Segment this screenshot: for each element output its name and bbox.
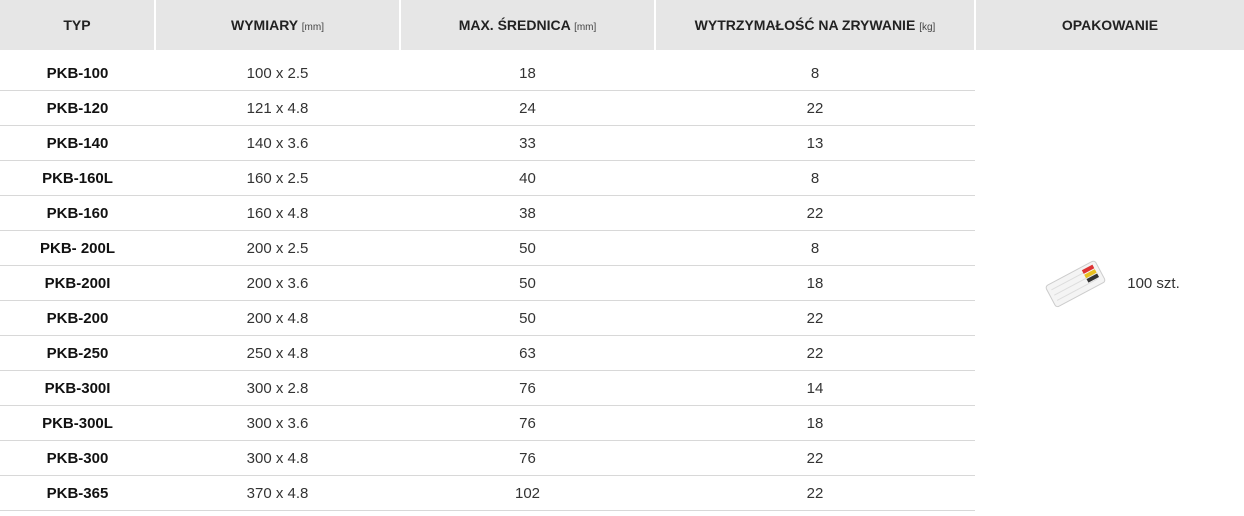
- value-cell: 76: [400, 406, 655, 441]
- header-title: OPAKOWANIE: [1062, 17, 1158, 33]
- value-cell: 22: [655, 336, 975, 371]
- value-cell: 300 x 4.8: [155, 441, 400, 476]
- value-cell: 300 x 2.8: [155, 371, 400, 406]
- value-cell: 18: [655, 406, 975, 441]
- type-cell: PKB-100: [0, 53, 155, 91]
- value-cell: 8: [655, 231, 975, 266]
- value-cell: 40: [400, 161, 655, 196]
- header-cell: TYP: [0, 0, 155, 53]
- product-table: TYPWYMIARY [mm]MAX. ŚREDNICA [mm]WYTRZYM…: [0, 0, 1244, 511]
- package-cell: 100 szt.: [975, 53, 1244, 511]
- value-cell: 50: [400, 266, 655, 301]
- type-cell: PKB-200I: [0, 266, 155, 301]
- value-cell: 22: [655, 91, 975, 126]
- value-cell: 76: [400, 441, 655, 476]
- type-cell: PKB-300L: [0, 406, 155, 441]
- type-cell: PKB- 200L: [0, 231, 155, 266]
- value-cell: 22: [655, 301, 975, 336]
- value-cell: 33: [400, 126, 655, 161]
- header-title: WYMIARY: [231, 17, 298, 33]
- value-cell: 300 x 3.6: [155, 406, 400, 441]
- value-cell: 50: [400, 231, 655, 266]
- type-cell: PKB-160L: [0, 161, 155, 196]
- header-unit: [mm]: [302, 22, 324, 33]
- value-cell: 38: [400, 196, 655, 231]
- type-cell: PKB-250: [0, 336, 155, 371]
- type-cell: PKB-365: [0, 476, 155, 511]
- package-quantity: 100 szt.: [1127, 275, 1180, 292]
- value-cell: 14: [655, 371, 975, 406]
- value-cell: 121 x 4.8: [155, 91, 400, 126]
- type-cell: PKB-300I: [0, 371, 155, 406]
- value-cell: 63: [400, 336, 655, 371]
- value-cell: 140 x 3.6: [155, 126, 400, 161]
- value-cell: 18: [400, 53, 655, 91]
- type-cell: PKB-120: [0, 91, 155, 126]
- value-cell: 50: [400, 301, 655, 336]
- value-cell: 102: [400, 476, 655, 511]
- value-cell: 370 x 4.8: [155, 476, 400, 511]
- type-cell: PKB-160: [0, 196, 155, 231]
- header-title: MAX. ŚREDNICA: [459, 17, 571, 33]
- value-cell: 160 x 2.5: [155, 161, 400, 196]
- header-title: TYP: [63, 17, 90, 33]
- header-unit: [kg]: [919, 22, 935, 33]
- value-cell: 8: [655, 53, 975, 91]
- value-cell: 22: [655, 441, 975, 476]
- header-cell: WYMIARY [mm]: [155, 0, 400, 53]
- value-cell: 200 x 4.8: [155, 301, 400, 336]
- package-image: [1039, 258, 1111, 308]
- value-cell: 100 x 2.5: [155, 53, 400, 91]
- page: TYPWYMIARY [mm]MAX. ŚREDNICA [mm]WYTRZYM…: [0, 0, 1244, 516]
- value-cell: 200 x 3.6: [155, 266, 400, 301]
- value-cell: 13: [655, 126, 975, 161]
- header-unit: [mm]: [574, 22, 596, 33]
- value-cell: 24: [400, 91, 655, 126]
- type-cell: PKB-200: [0, 301, 155, 336]
- value-cell: 250 x 4.8: [155, 336, 400, 371]
- value-cell: 22: [655, 196, 975, 231]
- value-cell: 76: [400, 371, 655, 406]
- value-cell: 18: [655, 266, 975, 301]
- header-cell: OPAKOWANIE: [975, 0, 1244, 53]
- value-cell: 200 x 2.5: [155, 231, 400, 266]
- value-cell: 160 x 4.8: [155, 196, 400, 231]
- header-cell: MAX. ŚREDNICA [mm]: [400, 0, 655, 53]
- type-cell: PKB-300: [0, 441, 155, 476]
- package-wrap: 100 szt.: [975, 258, 1244, 308]
- value-cell: 8: [655, 161, 975, 196]
- header-title: WYTRZYMAŁOŚĆ NA ZRYWANIE: [695, 17, 916, 33]
- type-cell: PKB-140: [0, 126, 155, 161]
- value-cell: 22: [655, 476, 975, 511]
- header-cell: WYTRZYMAŁOŚĆ NA ZRYWANIE [kg]: [655, 0, 975, 53]
